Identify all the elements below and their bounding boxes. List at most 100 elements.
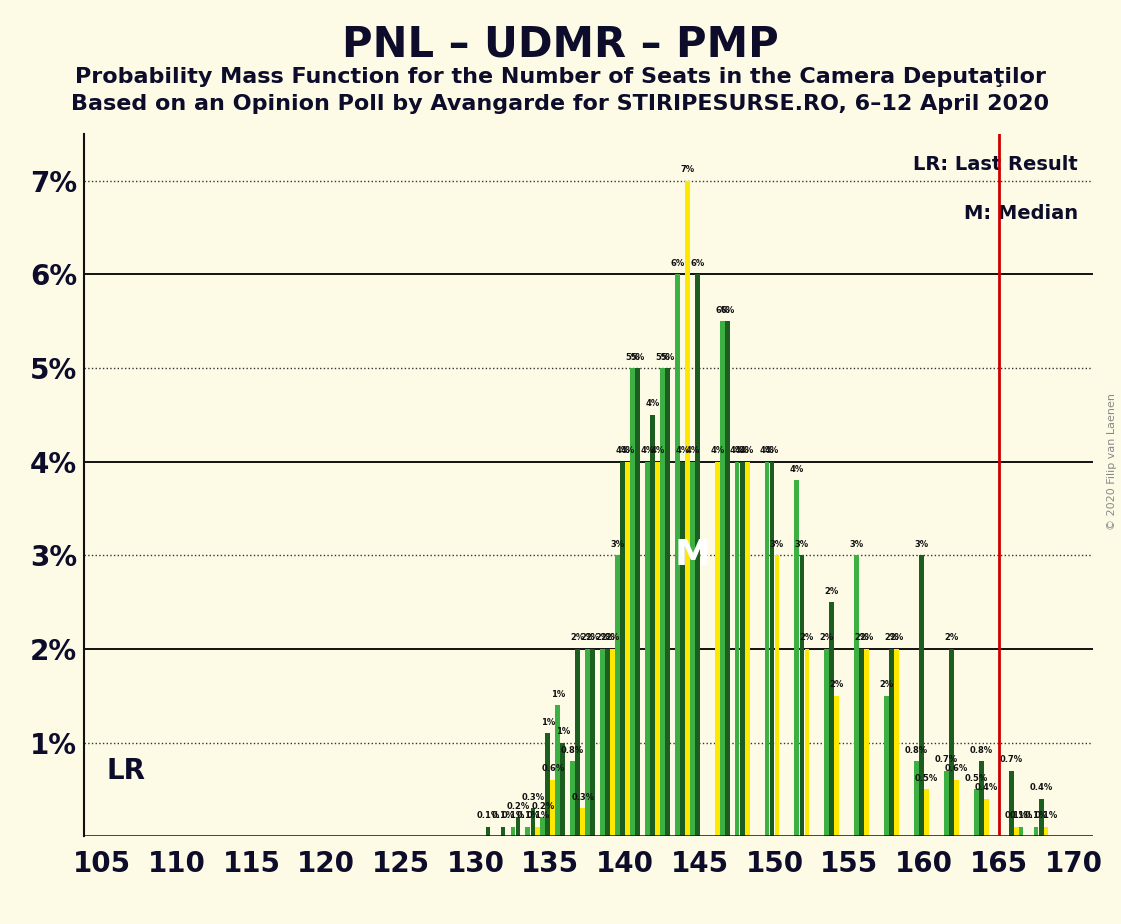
Text: 1%: 1% bbox=[550, 689, 565, 699]
Text: 2%: 2% bbox=[571, 633, 585, 642]
Text: 4%: 4% bbox=[620, 446, 634, 456]
Bar bbox=[834, 696, 840, 836]
Text: 0.1%: 0.1% bbox=[1035, 811, 1058, 821]
Text: 4%: 4% bbox=[760, 446, 775, 456]
Text: 3%: 3% bbox=[770, 540, 784, 549]
Text: 6%: 6% bbox=[670, 259, 685, 268]
Text: 6%: 6% bbox=[720, 306, 734, 315]
Bar bbox=[501, 827, 506, 836]
Bar bbox=[795, 480, 799, 836]
Bar bbox=[675, 274, 679, 836]
Bar bbox=[581, 808, 585, 836]
Text: Probability Mass Function for the Number of Seats in the Camera Deputaţilor: Probability Mass Function for the Number… bbox=[75, 67, 1046, 87]
Bar bbox=[680, 462, 685, 836]
Bar bbox=[895, 649, 899, 836]
Text: 5%: 5% bbox=[656, 352, 669, 361]
Bar bbox=[1044, 827, 1048, 836]
Text: 2%: 2% bbox=[880, 680, 893, 689]
Bar bbox=[665, 368, 670, 836]
Bar bbox=[591, 649, 595, 836]
Bar bbox=[860, 649, 864, 836]
Bar bbox=[715, 462, 720, 836]
Bar bbox=[620, 462, 626, 836]
Bar bbox=[725, 322, 730, 836]
Text: 2%: 2% bbox=[944, 633, 958, 642]
Text: 0.2%: 0.2% bbox=[531, 802, 555, 811]
Bar bbox=[799, 555, 805, 836]
Bar bbox=[979, 761, 984, 836]
Bar bbox=[655, 462, 660, 836]
Bar bbox=[889, 649, 895, 836]
Text: 2%: 2% bbox=[884, 633, 899, 642]
Text: 2%: 2% bbox=[825, 587, 839, 596]
Text: 2%: 2% bbox=[830, 680, 844, 689]
Bar bbox=[864, 649, 869, 836]
Text: 4%: 4% bbox=[710, 446, 724, 456]
Text: 1%: 1% bbox=[556, 727, 569, 736]
Text: 0.2%: 0.2% bbox=[507, 802, 529, 811]
Text: 0.5%: 0.5% bbox=[964, 773, 988, 783]
Text: 0.1%: 0.1% bbox=[516, 811, 539, 821]
Bar bbox=[884, 696, 889, 836]
Bar bbox=[626, 462, 630, 836]
Bar bbox=[540, 818, 545, 836]
Text: 0.8%: 0.8% bbox=[562, 746, 584, 755]
Text: 2%: 2% bbox=[889, 633, 904, 642]
Bar bbox=[805, 649, 809, 836]
Text: 4%: 4% bbox=[675, 446, 689, 456]
Text: 4%: 4% bbox=[790, 465, 804, 474]
Text: 0.3%: 0.3% bbox=[571, 793, 594, 802]
Text: 5%: 5% bbox=[630, 352, 645, 361]
Text: 4%: 4% bbox=[765, 446, 779, 456]
Bar bbox=[695, 274, 700, 836]
Bar bbox=[605, 649, 610, 836]
Text: 4%: 4% bbox=[735, 446, 749, 456]
Bar bbox=[630, 368, 634, 836]
Bar bbox=[949, 649, 954, 836]
Bar bbox=[526, 827, 530, 836]
Text: 5%: 5% bbox=[626, 352, 640, 361]
Text: 0.1%: 0.1% bbox=[501, 811, 525, 821]
Bar bbox=[550, 780, 555, 836]
Bar bbox=[615, 555, 620, 836]
Text: 2%: 2% bbox=[854, 633, 869, 642]
Text: 0.6%: 0.6% bbox=[541, 764, 565, 773]
Bar bbox=[974, 789, 979, 836]
Bar bbox=[645, 462, 650, 836]
Bar bbox=[600, 649, 605, 836]
Bar bbox=[919, 555, 924, 836]
Text: 3%: 3% bbox=[850, 540, 864, 549]
Bar bbox=[530, 808, 536, 836]
Text: 2%: 2% bbox=[605, 633, 620, 642]
Text: 2%: 2% bbox=[601, 633, 614, 642]
Text: 0.5%: 0.5% bbox=[915, 773, 938, 783]
Bar bbox=[734, 462, 740, 836]
Text: 0.6%: 0.6% bbox=[945, 764, 969, 773]
Bar bbox=[650, 415, 655, 836]
Bar bbox=[954, 780, 958, 836]
Bar bbox=[510, 827, 516, 836]
Text: 2%: 2% bbox=[819, 633, 834, 642]
Text: 0.1%: 0.1% bbox=[1009, 811, 1032, 821]
Text: 4%: 4% bbox=[615, 446, 630, 456]
Bar bbox=[740, 462, 744, 836]
Text: LR: LR bbox=[106, 757, 146, 784]
Text: 0.1%: 0.1% bbox=[1025, 811, 1048, 821]
Bar bbox=[1009, 771, 1013, 836]
Text: 0.8%: 0.8% bbox=[905, 746, 928, 755]
Bar bbox=[689, 462, 695, 836]
Bar bbox=[830, 602, 834, 836]
Bar bbox=[685, 181, 689, 836]
Bar bbox=[944, 771, 948, 836]
Bar bbox=[720, 322, 724, 836]
Bar bbox=[744, 462, 750, 836]
Text: M: Median: M: Median bbox=[964, 204, 1077, 224]
Bar bbox=[854, 555, 859, 836]
Text: LR: Last Result: LR: Last Result bbox=[914, 155, 1077, 174]
Bar bbox=[571, 761, 575, 836]
Text: 3%: 3% bbox=[915, 540, 928, 549]
Text: 0.1%: 0.1% bbox=[1004, 811, 1028, 821]
Bar bbox=[516, 818, 520, 836]
Bar bbox=[770, 462, 775, 836]
Text: 3%: 3% bbox=[611, 540, 624, 549]
